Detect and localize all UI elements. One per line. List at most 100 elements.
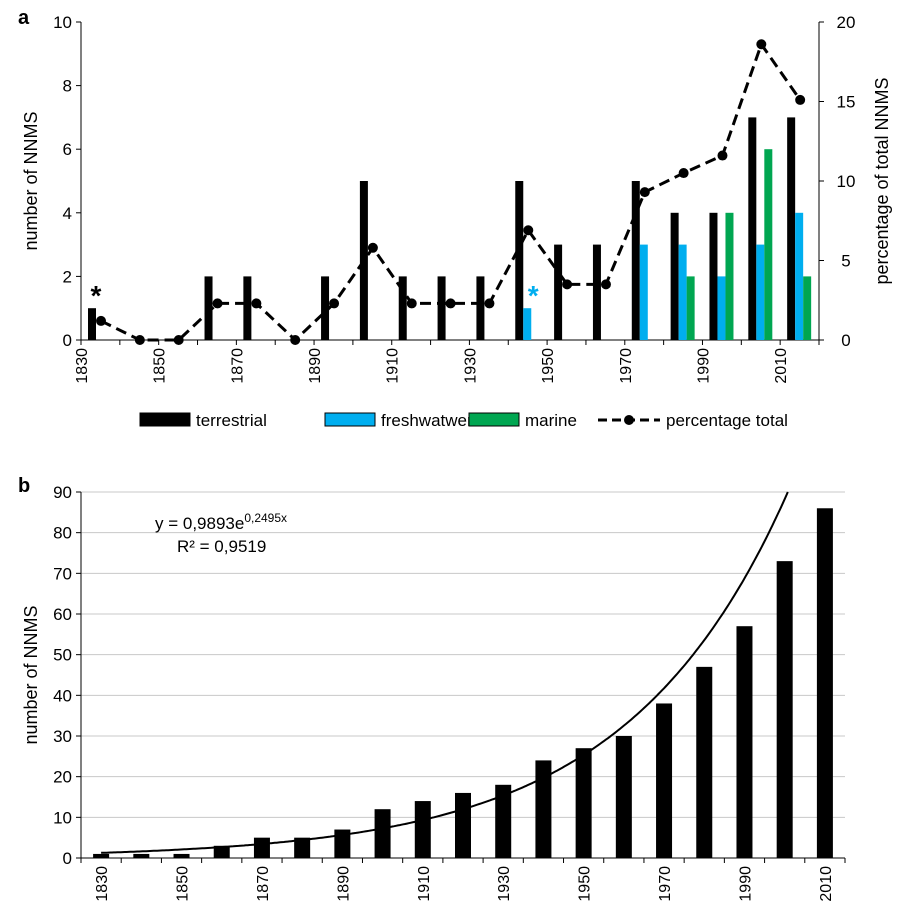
x-tick-label: 2010 [773, 348, 790, 384]
x-tick-label: 2010 [818, 866, 835, 902]
y-tick-label: 4 [63, 204, 72, 223]
trendline-r-squared: R² = 0,9519 [177, 537, 266, 556]
bar-cumulative [736, 626, 753, 858]
bar-cumulative [173, 853, 190, 858]
x-tick-label: 1910 [416, 866, 433, 902]
bar-cumulative [93, 853, 110, 858]
bar-terrestrial [592, 244, 601, 340]
y-tick-label: 40 [53, 686, 72, 705]
bar-cumulative [696, 666, 713, 858]
percentage-total-point [523, 225, 534, 236]
bar-freshwatwer [523, 308, 532, 340]
x-tick-label: 1850 [175, 866, 192, 902]
bar-terrestrial [709, 212, 718, 340]
percentage-total-point [717, 150, 728, 161]
bar-freshwatwer [717, 276, 726, 340]
y-tick-label: 60 [53, 605, 72, 624]
legend-label-freshwatwer: freshwatwer [381, 411, 473, 430]
bar-terrestrial [670, 212, 679, 340]
bar-marine [764, 149, 773, 340]
y2-axis-title: percentage of total NNMS [872, 77, 892, 284]
bar-terrestrial [631, 181, 640, 340]
percentage-total-point [795, 94, 806, 105]
y-tick-label: 10 [53, 808, 72, 827]
y2-tick-label: 10 [837, 172, 856, 191]
bar-freshwatwer [795, 212, 804, 340]
bar-terrestrial [204, 276, 213, 340]
x-tick-label: 1870 [255, 866, 272, 902]
bar-terrestrial [787, 117, 796, 341]
legend-swatch-marine [468, 412, 520, 427]
x-tick-label: 1830 [74, 348, 91, 384]
bar-terrestrial [515, 181, 524, 340]
legend-marker-percentage-total [624, 415, 634, 425]
percentage-total-point [290, 335, 301, 345]
y2-tick-label: 15 [837, 93, 856, 112]
y2-tick-label: 20 [837, 13, 856, 32]
bar-terrestrial [748, 117, 757, 341]
percentage-total-point [134, 335, 145, 345]
bar-terrestrial [437, 276, 446, 340]
x-tick-label: 1890 [335, 866, 352, 902]
y-tick-label: 6 [63, 140, 72, 159]
percentage-total-point [96, 315, 106, 326]
bar-terrestrial [88, 308, 96, 340]
bar-cumulative [776, 561, 793, 858]
legend-label-marine: marine [525, 411, 577, 430]
bar-cumulative [334, 829, 351, 858]
bar-cumulative [656, 703, 673, 858]
x-tick-label: 1950 [540, 348, 557, 384]
chart-a: a 0 2 4 6 8 10 0 5 10 15 20 number of NNMS percentage… [18, 7, 892, 430]
y2-tick-label: 5 [841, 252, 850, 271]
panel-label-a: a [18, 7, 30, 29]
trendline-equation-base: y = 0,9893e [155, 514, 244, 533]
percentage-total-point [367, 242, 378, 253]
legend-label-percentage-total: percentage total [666, 411, 788, 430]
y-axis-title: number of NNMS [21, 111, 41, 250]
y-tick-label: 10 [53, 13, 72, 32]
y-tick-label: 0 [63, 331, 72, 350]
bar-cumulative [535, 760, 552, 858]
percentage-total-point [173, 335, 184, 345]
x-tick-label: 1970 [657, 866, 674, 902]
bar-cumulative [213, 845, 230, 858]
bar-freshwatwer [639, 244, 648, 340]
bar-cumulative [294, 837, 311, 858]
percentage-total-point [251, 298, 262, 309]
bar-cumulative [455, 792, 471, 858]
bar-cumulative [816, 508, 833, 858]
legend-label-terrestrial: terrestrial [196, 411, 267, 430]
bar-cumulative [253, 837, 270, 858]
y-tick-label: 90 [53, 483, 72, 502]
x-tick-label: 1910 [385, 348, 402, 384]
bar-marine [725, 212, 734, 340]
bar-cumulative [133, 853, 150, 858]
x-tick-label: 1950 [577, 866, 594, 902]
legend-swatch-freshwatwer [324, 412, 376, 427]
legend-swatch-terrestrial [139, 412, 191, 427]
x-tick-label: 1990 [737, 866, 754, 902]
x-tick-label: 1890 [307, 348, 324, 384]
x-tick-label: 1990 [695, 348, 712, 384]
y-axis-title: number of NNMS [21, 605, 41, 744]
y-tick-label: 20 [53, 768, 72, 787]
percentage-total-point [212, 298, 223, 309]
bar-marine [686, 276, 695, 340]
bar-terrestrial [476, 276, 485, 340]
bar-cumulative [414, 801, 431, 858]
y-tick-label: 2 [63, 267, 72, 286]
asterisk-annotation: * [528, 280, 539, 311]
y-tick-label: 30 [53, 727, 72, 746]
x-tick-label: 1850 [152, 348, 169, 384]
percentage-total-point [678, 168, 689, 179]
bar-marine [803, 276, 812, 340]
bar-cumulative [615, 736, 632, 858]
chart-b: b 0 10 20 30 40 50 60 70 80 90 number of NNMS 1830 18… [18, 475, 846, 902]
trendline-equation: y = 0,9893e0,2495x [155, 511, 287, 533]
percentage-total-point [562, 279, 573, 290]
bar-terrestrial [554, 244, 563, 340]
percentage-total-point [445, 298, 456, 309]
bar-cumulative [495, 784, 512, 858]
panel-label-b: b [18, 475, 30, 497]
trendline-equation-exponent: 0,2495x [244, 511, 287, 525]
